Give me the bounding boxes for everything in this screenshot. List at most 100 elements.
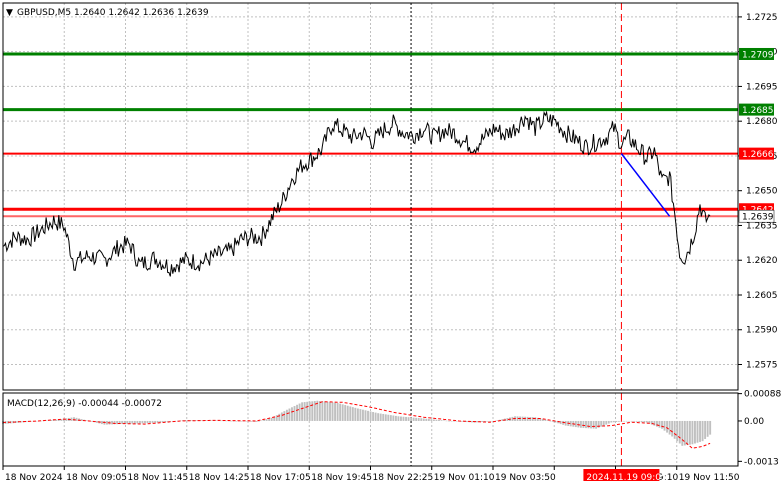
y-tick-label: 1.2695: [746, 82, 778, 92]
macd-histogram-bar: [435, 419, 438, 421]
macd-histogram-bar: [491, 420, 494, 422]
macd-histogram-bar: [339, 403, 342, 421]
macd-histogram-bar: [169, 420, 172, 422]
x-tick-label: 19 Nov 01:10: [434, 473, 495, 483]
macd-histogram-bar: [298, 403, 301, 421]
macd-histogram-bar: [250, 420, 253, 422]
macd-histogram-bar: [204, 420, 207, 421]
macd-histogram-bar: [610, 420, 613, 423]
y-tick-label: 1.2650: [746, 187, 778, 197]
x-tick-label: 18 Nov 11:45: [128, 473, 189, 483]
macd-histogram-bar: [311, 401, 314, 421]
macd-histogram-bar: [379, 413, 382, 421]
macd-histogram-bar: [321, 401, 324, 421]
macd-histogram-bar: [445, 420, 448, 422]
macd-histogram-bar: [557, 420, 560, 424]
macd-histogram-bar: [544, 419, 547, 421]
macd-histogram-bar: [60, 419, 63, 421]
level-lines: [3, 52, 738, 218]
macd-histogram-bar: [126, 420, 129, 424]
macd-histogram-bar: [50, 419, 53, 421]
signal-time-label: 2024.11.19 09:05: [586, 473, 666, 483]
macd-histogram-bar: [128, 420, 131, 424]
y-tick-label: 1.2575: [746, 361, 778, 371]
macd-histogram-bar: [658, 420, 661, 428]
macd-histogram-bar: [273, 416, 276, 421]
green-level-tag-bg: [739, 47, 774, 60]
macd-histogram-bar: [275, 415, 278, 421]
macd-histogram-bar: [280, 412, 283, 421]
x-tick-label: 18 Nov 2024: [5, 473, 63, 483]
macd-histogram-bar: [293, 406, 296, 421]
y-tick-label: 1.2635: [746, 221, 778, 231]
macd-histogram-bar: [354, 407, 357, 421]
macd-histogram-bar: [427, 418, 430, 421]
macd-histogram-bar: [625, 420, 628, 422]
x-tick-label: 18 Nov 19:45: [311, 473, 372, 483]
macd-histogram-bar: [607, 420, 610, 424]
x-tick-label: 18 Nov 17:05: [250, 473, 311, 483]
macd-histogram-bar: [691, 420, 694, 445]
macd-histogram-bar: [113, 420, 116, 425]
macd-histogram-bar: [106, 420, 108, 425]
macd-y-tick-label: 0.00: [744, 417, 764, 427]
macd-histogram-bar: [382, 413, 385, 421]
macd-histogram-bar: [149, 420, 151, 423]
macd-y-tick-label: -0.0013: [744, 457, 779, 467]
x-tick-label: 18 Nov 09:05: [66, 473, 127, 483]
macd-histogram-bar: [268, 418, 271, 421]
macd-histogram-bar: [62, 418, 65, 421]
macd-histogram-bar: [387, 414, 390, 421]
y-tick-label: 1.2620: [746, 256, 778, 266]
red-level-tag-text: 1.2666: [742, 150, 774, 160]
macd-histogram-bar: [701, 420, 704, 442]
macd-histogram-bar: [420, 418, 423, 421]
macd-histogram-bar: [323, 401, 326, 421]
macd-histogram-bar: [536, 417, 539, 421]
macd-histogram-bar: [288, 408, 291, 421]
macd-histogram-bar: [501, 419, 504, 421]
macd-histogram-bar: [306, 401, 309, 421]
macd-histogram-bar: [334, 402, 337, 421]
macd-histogram-bar: [430, 419, 433, 421]
macd-histogram-bar: [579, 420, 582, 428]
macd-histogram-bar: [534, 417, 537, 421]
macd-histogram-bar: [547, 420, 549, 421]
macd-histogram-bar: [405, 416, 407, 421]
green-level-tag-text: 1.2685: [742, 106, 774, 116]
symbol-dropdown-icon[interactable]: ▼: [6, 8, 13, 18]
macd-histogram-bar: [232, 420, 235, 422]
macd-histogram-bar: [412, 417, 415, 421]
main-chart-title: GBPUSD,M5 1.2640 1.2642 1.2636 1.2639: [17, 8, 209, 18]
macd-histogram-bar: [699, 420, 701, 442]
x-tick-label: 19 Nov 03:50: [495, 473, 556, 483]
macd-histogram-bar: [73, 417, 75, 421]
macd-histogram-bar: [638, 420, 641, 422]
macd-series: [2, 400, 712, 449]
trend-line[interactable]: [620, 153, 671, 217]
macd-histogram-bar: [671, 420, 674, 437]
macd-histogram-bar: [686, 420, 689, 446]
macd-histogram-bar: [635, 420, 638, 422]
macd-histogram-bar: [209, 420, 212, 421]
macd-histogram-bar: [364, 410, 367, 421]
macd-histogram-bar: [116, 420, 119, 425]
macd-histogram-bar: [141, 420, 144, 424]
macd-histogram-bar: [394, 415, 397, 421]
macd-histogram-bar: [549, 420, 552, 422]
macd-histogram-bar: [121, 420, 124, 424]
macd-histogram-bar: [146, 420, 149, 424]
macd-histogram-bar: [194, 420, 197, 421]
macd-histogram-bar: [541, 419, 544, 421]
vertical-markers: [410, 3, 622, 466]
macd-histogram-bar: [483, 420, 486, 422]
macd-histogram-bar: [526, 416, 529, 421]
macd-histogram-bar: [154, 420, 157, 423]
macd-histogram-bar: [648, 420, 651, 424]
macd-histogram-bar: [402, 416, 405, 421]
macd-histogram-bar: [118, 420, 121, 425]
macd-histogram-bar: [620, 420, 623, 422]
macd-histogram-bar: [359, 409, 362, 421]
macd-histogram-bar: [367, 410, 369, 421]
